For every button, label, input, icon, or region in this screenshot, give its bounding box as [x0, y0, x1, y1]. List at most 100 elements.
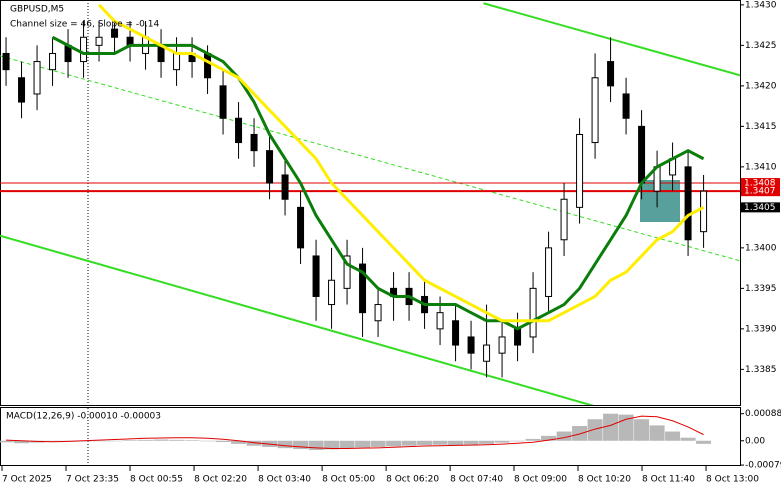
candle-body [235, 117, 243, 144]
candle-body [297, 206, 305, 249]
candle-body [328, 279, 336, 306]
y-tick-label: 1.3415 [745, 122, 777, 132]
trend-line [0, 234, 595, 405]
candle-body [700, 190, 708, 233]
candle-body [452, 320, 460, 346]
macd-bar [386, 440, 402, 447]
y-tick-label: 1.3430 [745, 0, 777, 10]
candle-body [498, 336, 506, 354]
channel-info: Channel size = 46, Slope = -0.14 [10, 20, 159, 30]
candle-body [560, 198, 568, 241]
candle-body [529, 287, 537, 338]
macd-y-tick-label: 0.00 [745, 436, 765, 446]
candle-body [80, 36, 88, 63]
y-tick-label: 1.3420 [745, 81, 777, 91]
macd-bar [293, 440, 309, 450]
symbol-title: GBPUSD,M5 [10, 5, 64, 15]
x-tick-label: 8 Oct 02:20 [194, 475, 247, 485]
macd-bar [246, 440, 262, 446]
x-tick-label: 8 Oct 05:00 [322, 475, 375, 485]
macd-bar [541, 435, 557, 441]
trend-line [483, 2, 740, 77]
macd-bar [479, 440, 495, 444]
candle-body [638, 125, 646, 184]
main-frame [0, 0, 741, 406]
macd-bar [215, 440, 231, 442]
macd-plot [0, 413, 712, 450]
candle-body [545, 247, 553, 297]
macd-bar [184, 440, 200, 441]
price-label: 1.3407 [744, 187, 776, 197]
y-tick-label: 1.3425 [745, 41, 777, 51]
macd-bar [603, 413, 619, 441]
macd-bar [355, 440, 371, 448]
price-label: 1.3408 [744, 179, 776, 189]
x-tick-label: 8 Oct 06:20 [386, 475, 439, 485]
macd-bar [91, 440, 107, 442]
current-price-box [741, 202, 780, 213]
candle-body [281, 174, 289, 200]
macd-bar [556, 431, 572, 441]
x-tick-label: 8 Oct 03:40 [258, 475, 311, 485]
candle-body [2, 52, 10, 71]
macd-bar [510, 440, 526, 442]
macd-bar [138, 439, 154, 441]
current-price-label: 1.3405 [744, 203, 776, 213]
x-tick-label: 8 Oct 07:40 [450, 475, 503, 485]
y-tick-label: 1.3385 [745, 365, 777, 375]
x-tick-label: 8 Oct 09:00 [514, 475, 567, 485]
macd-bar [401, 440, 417, 446]
macd-bar [0, 440, 14, 443]
macd-signal-line [6, 415, 704, 449]
candle-body [266, 150, 274, 184]
macd-bar [324, 440, 340, 450]
macd-bar [308, 440, 324, 450]
y-tick-label: 1.3410 [745, 162, 777, 172]
candle-body [173, 52, 181, 71]
candle-body [483, 344, 491, 362]
macd-bar [448, 440, 464, 446]
candle-body [467, 336, 475, 354]
macd-bar [649, 425, 665, 441]
candle-body [343, 255, 351, 289]
macd-bar [463, 440, 479, 445]
x-tick-label: 8 Oct 00:55 [130, 475, 183, 485]
y-tick-label: 1.3390 [745, 324, 777, 334]
candle-body [219, 85, 227, 119]
macd-title: MACD(12,26,9) -0.00010 -0.00003 [6, 412, 161, 422]
macd-y-tick-label: -0.00079 [745, 461, 781, 471]
candle-body [622, 93, 630, 119]
candle-body [250, 133, 258, 152]
macd-bar [122, 440, 138, 441]
macd-bar [494, 440, 510, 443]
candle-body [18, 77, 26, 103]
candle-body [49, 52, 57, 71]
macd-bar [339, 440, 355, 449]
price-label-box [741, 186, 780, 197]
macd-bar [572, 426, 588, 441]
macd-bar [525, 438, 541, 441]
macd-bar [634, 419, 650, 441]
macd-bar [665, 431, 681, 441]
x-tick-label: 8 Oct 13:00 [706, 475, 759, 485]
candle-body [374, 304, 382, 322]
main-plot [0, 2, 740, 405]
x-tick-label: 7 Oct 2025 [2, 475, 52, 485]
macd-bar [14, 440, 30, 444]
y-tick-label: 1.3395 [745, 284, 777, 294]
macd-bar [169, 439, 185, 441]
x-tick-label: 7 Oct 23:35 [66, 475, 119, 485]
candle-body [607, 61, 615, 87]
trend-line [0, 55, 740, 262]
macd-bar [417, 440, 433, 446]
candle-body [111, 28, 119, 38]
candle-body [514, 328, 522, 346]
candle-body [576, 133, 584, 208]
candle-body [359, 263, 367, 314]
x-tick-label: 8 Oct 10:20 [578, 475, 631, 485]
macd-bar [107, 440, 123, 442]
price-label-box [741, 178, 780, 189]
macd-bar [153, 439, 169, 441]
